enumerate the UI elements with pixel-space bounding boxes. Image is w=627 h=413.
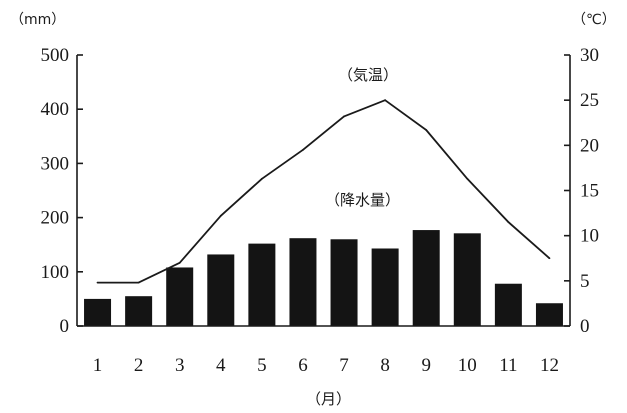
temperature-point — [343, 115, 345, 118]
temperature-point — [466, 177, 469, 180]
x-tick-label: 4 — [216, 355, 226, 376]
x-tick-label: 12 — [540, 355, 559, 376]
temperature-point — [302, 148, 304, 151]
x-tick-label: 11 — [499, 355, 517, 376]
temperature-point — [425, 129, 428, 131]
precipitation-bar — [412, 230, 440, 326]
left-y-tick-label: 0 — [60, 316, 70, 337]
x-axis-label: （月） — [306, 390, 351, 408]
precipitation-bar — [207, 254, 235, 326]
precipitation-bar — [494, 283, 522, 326]
precipitation-bar — [453, 233, 481, 326]
x-tick-label: 2 — [134, 355, 144, 376]
right-y-tick-label: 10 — [580, 226, 599, 247]
x-tick-label: 1 — [93, 355, 103, 376]
x-tick-label: 10 — [458, 355, 477, 376]
temperature-point — [137, 281, 140, 284]
left-y-tick-label: 500 — [41, 45, 70, 66]
precipitation-bar — [166, 267, 194, 326]
left-y-tick-label: 400 — [41, 99, 70, 120]
precipitation-bar — [125, 296, 153, 326]
x-tick-label: 7 — [339, 355, 349, 376]
precipitation-series-label: （降水量） — [325, 191, 400, 209]
right-axis-unit: （℃） — [572, 12, 616, 28]
x-tick-label: 6 — [298, 355, 308, 376]
precipitation-bar — [371, 248, 399, 326]
x-tick-label: 5 — [257, 355, 267, 376]
temperature-series-label: （気温） — [338, 66, 398, 84]
temperature-point — [219, 214, 222, 217]
temperature-line — [97, 99, 551, 284]
temperature-point — [548, 257, 551, 260]
right-y-tick-label: 20 — [580, 135, 599, 156]
left-y-tick-label: 300 — [41, 153, 70, 174]
right-y-tick-label: 15 — [580, 181, 599, 202]
temperature-point — [178, 261, 181, 264]
precipitation-bar — [84, 298, 112, 326]
temperature-point — [507, 221, 510, 224]
x-tick-label: 9 — [421, 355, 431, 376]
temperature-point — [260, 177, 263, 180]
precipitation-bar — [330, 239, 358, 326]
left-y-tick-label: 100 — [41, 262, 70, 283]
left-y-tick-label: 200 — [41, 208, 70, 229]
right-y-tick-label: 30 — [580, 45, 599, 66]
precipitation-bar — [289, 238, 317, 326]
temperature-point — [384, 99, 387, 102]
right-y-tick-label: 25 — [580, 90, 599, 111]
temperature-point — [96, 281, 99, 284]
right-y-tick-label: 0 — [580, 316, 590, 337]
x-tick-label: 3 — [175, 355, 185, 376]
right-y-tick-label: 5 — [580, 271, 590, 292]
precipitation-bar — [248, 243, 276, 326]
left-axis-unit: （mm） — [10, 12, 65, 28]
x-tick-label: 8 — [380, 355, 390, 376]
precipitation-bar — [535, 303, 563, 326]
